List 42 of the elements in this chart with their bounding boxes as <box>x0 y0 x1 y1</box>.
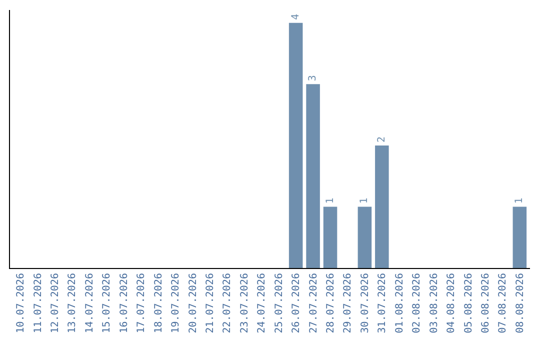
bar <box>375 145 389 268</box>
x-tick-label: 30.07.2026 <box>360 273 371 334</box>
x-tick-label: 10.07.2026 <box>16 273 27 334</box>
x-tick-label: 22.07.2026 <box>222 273 234 334</box>
x-tick-label: 03.08.2026 <box>428 273 440 334</box>
x-tick-label: 20.07.2026 <box>188 273 199 334</box>
x-tick-label: 01.08.2026 <box>394 273 406 334</box>
x-tick-label: 28.07.2026 <box>326 273 337 334</box>
data-label: 1 <box>359 198 370 204</box>
x-tick-label: 11.07.2026 <box>32 273 44 334</box>
x-tick-label: 27.07.2026 <box>308 273 320 334</box>
data-label: 4 <box>290 14 302 20</box>
x-tick-label: 18.07.2026 <box>153 273 164 334</box>
x-tick-label: 19.07.2026 <box>170 273 182 334</box>
x-tick-label: 06.08.2026 <box>480 273 492 334</box>
x-tick-label: 07.08.2026 <box>498 273 509 334</box>
x-tick-label: 29.07.2026 <box>342 273 354 334</box>
data-label: 3 <box>308 75 319 82</box>
x-tick-label: 21.07.2026 <box>204 273 216 334</box>
bar <box>323 206 338 268</box>
x-tick-label: 12.07.2026 <box>50 273 62 334</box>
x-tick-label: 24.07.2026 <box>256 273 268 334</box>
data-label: 2 <box>376 136 388 142</box>
x-tick-label: 14.07.2026 <box>84 273 96 334</box>
x-tick-label: 13.07.2026 <box>67 273 78 334</box>
x-tick-label: 23.07.2026 <box>239 273 250 334</box>
x-tick-label: 04.08.2026 <box>446 273 458 334</box>
x-tick-label: 31.07.2026 <box>377 273 388 334</box>
bar <box>358 206 372 268</box>
x-tick-label: 15.07.2026 <box>102 273 113 334</box>
bar <box>306 84 320 268</box>
data-label: 1 <box>514 198 526 204</box>
x-tick-label: 17.07.2026 <box>136 273 148 334</box>
bar <box>512 206 527 268</box>
x-tick-label: 08.08.2026 <box>514 273 526 334</box>
data-label: 1 <box>324 198 336 204</box>
x-tick-label: 16.07.2026 <box>118 273 130 334</box>
x-tick-label: 25.07.2026 <box>274 273 285 334</box>
x-tick-label: 02.08.2026 <box>412 273 423 334</box>
bar <box>288 22 303 268</box>
x-tick-label: 26.07.2026 <box>291 273 302 334</box>
x-tick-label: 05.08.2026 <box>463 273 474 334</box>
